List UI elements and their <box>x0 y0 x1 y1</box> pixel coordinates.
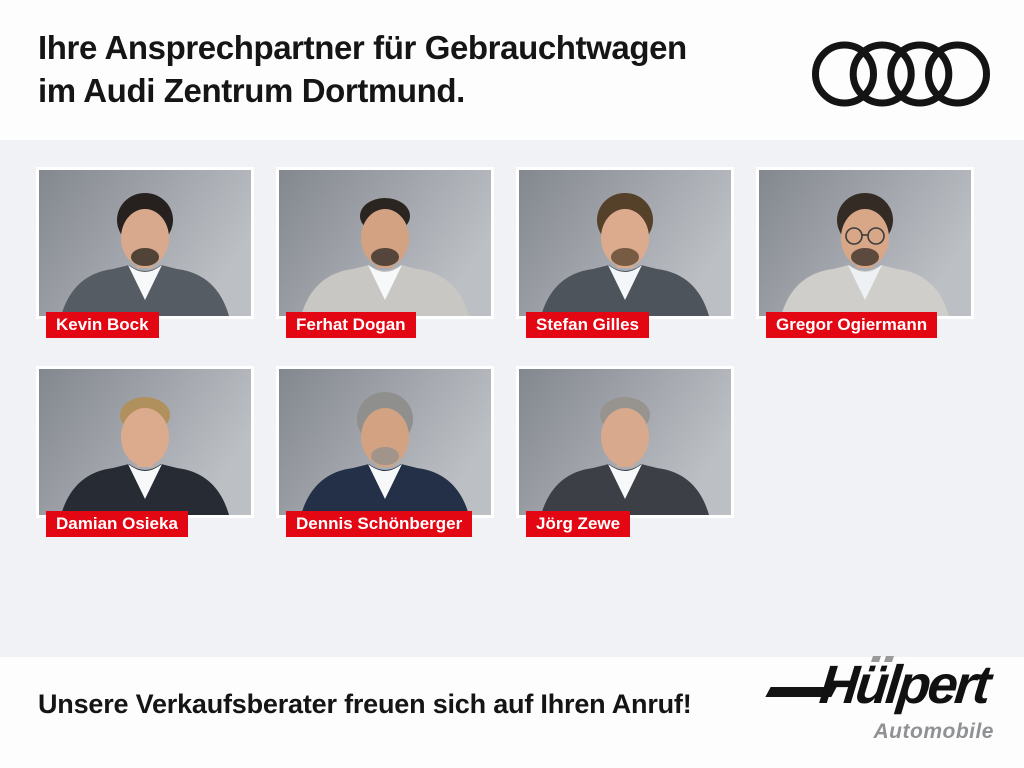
person-card: Stefan Gilles <box>516 167 734 338</box>
page-title: Ihre Ansprechpartner für Gebrauchtwagen … <box>38 26 687 112</box>
person-photo <box>39 369 251 515</box>
person-card: Dennis Schönberger <box>276 366 494 537</box>
huelpert-logo: Hülpert Automobile <box>765 655 996 752</box>
person-name-badge: Stefan Gilles <box>526 312 649 338</box>
person-avatar <box>519 170 731 316</box>
person-name-badge: Ferhat Dogan <box>286 312 416 338</box>
person-name-badge: Dennis Schönberger <box>286 511 473 537</box>
person-avatar <box>279 170 491 316</box>
person-name-badge: Gregor Ogiermann <box>766 312 938 338</box>
person-photo <box>279 369 491 515</box>
audi-rings-icon <box>812 41 990 107</box>
person-name-badge: Jörg Zewe <box>526 511 631 537</box>
person-photo <box>519 369 731 515</box>
person-card: Damian Osieka <box>36 366 254 537</box>
huelpert-wordmark: Hülpert <box>816 655 992 715</box>
person-avatar <box>759 170 971 316</box>
person-avatar <box>39 170 251 316</box>
person-photo <box>39 170 251 316</box>
person-avatar <box>519 369 731 515</box>
huelpert-subtitle: Automobile <box>873 720 994 743</box>
person-avatar <box>279 369 491 515</box>
person-card: Jörg Zewe <box>516 366 734 537</box>
person-card: Gregor Ogiermann <box>756 167 974 338</box>
page-title-line1: Ihre Ansprechpartner für Gebrauchtwagen <box>38 29 687 66</box>
person-name-badge: Damian Osieka <box>46 511 188 537</box>
page-title-line2: im Audi Zentrum Dortmund. <box>38 72 465 109</box>
person-card: Kevin Bock <box>36 167 254 338</box>
person-name-badge: Kevin Bock <box>46 312 159 338</box>
person-photo <box>279 170 491 316</box>
person-photo <box>759 170 971 316</box>
footer-message: Unsere Verkaufsberater freuen sich auf I… <box>38 689 692 719</box>
person-card: Ferhat Dogan <box>276 167 494 338</box>
person-avatar <box>39 369 251 515</box>
person-photo <box>519 170 731 316</box>
